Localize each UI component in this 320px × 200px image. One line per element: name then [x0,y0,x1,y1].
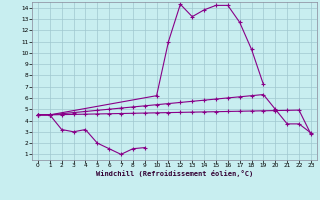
X-axis label: Windchill (Refroidissement éolien,°C): Windchill (Refroidissement éolien,°C) [96,170,253,177]
